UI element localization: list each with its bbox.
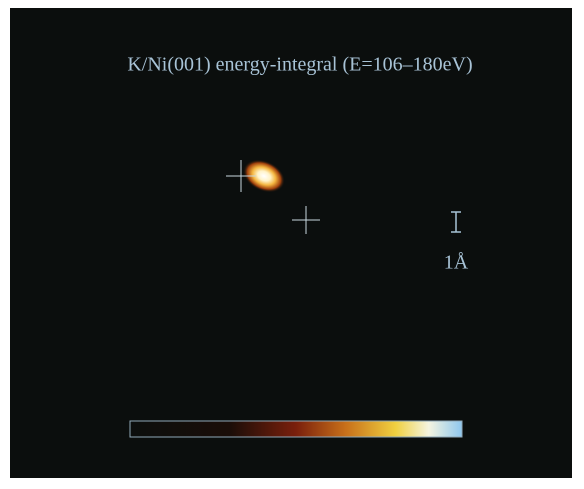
page: K/Ni(001) energy-integral (E=106–180eV) … xyxy=(0,0,584,489)
scale-label: 1Å xyxy=(444,252,469,274)
background-panel xyxy=(10,8,572,478)
color-bar xyxy=(130,421,462,437)
figure-title: K/Ni(001) energy-integral (E=106–180eV) xyxy=(127,54,472,76)
figure: K/Ni(001) energy-integral (E=106–180eV) … xyxy=(0,0,584,489)
